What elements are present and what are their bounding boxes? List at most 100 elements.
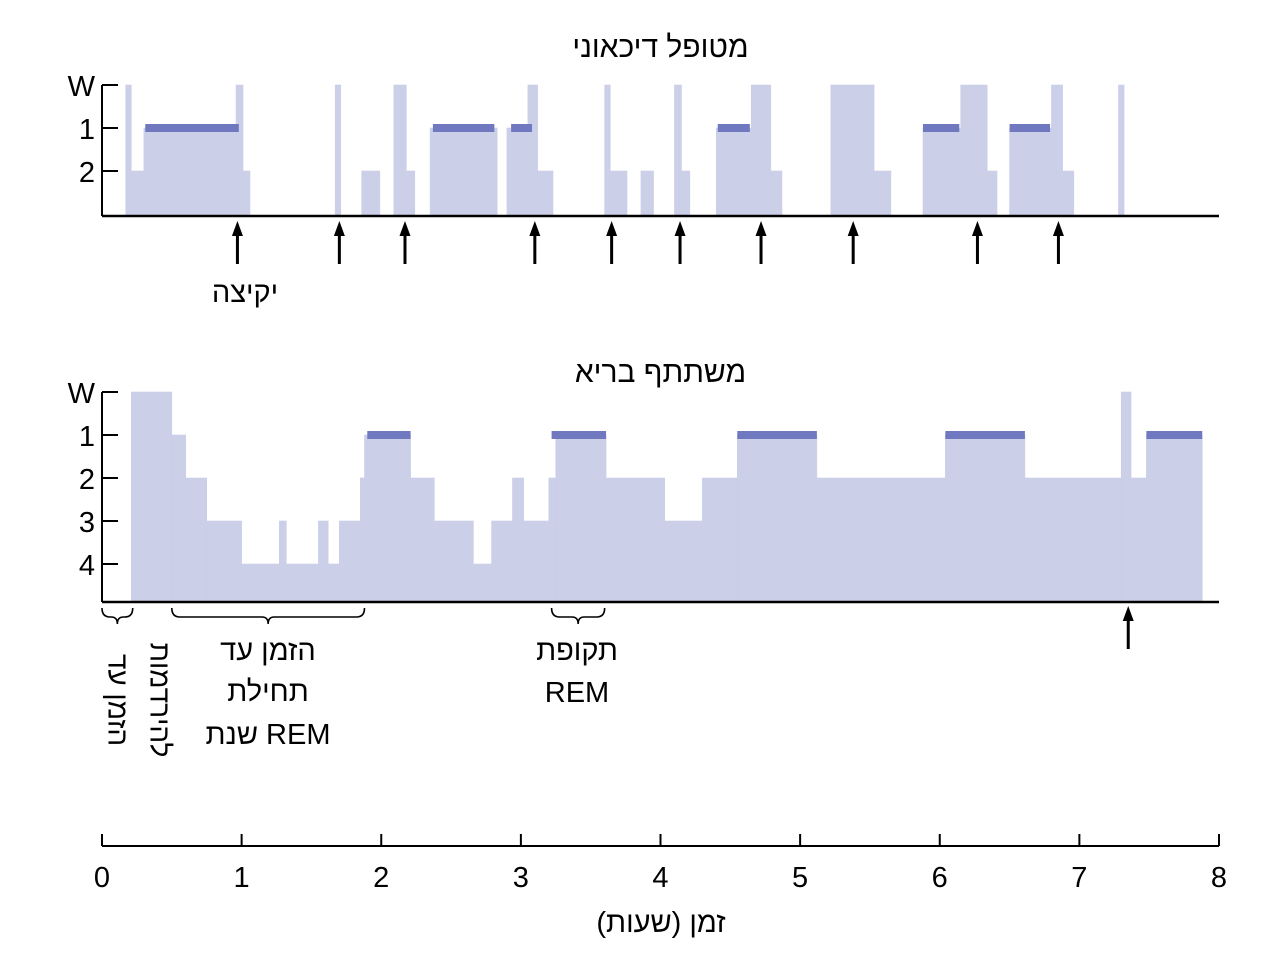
bracket-1-line-1: תחילת	[227, 676, 308, 708]
hypnogram-segment-0-17	[537, 170, 554, 217]
rem-bar-0-4	[922, 124, 960, 132]
hypnogram-segment-1-17	[523, 520, 550, 603]
hypnogram-segment-0-6	[334, 84, 342, 217]
wake-arrow-0-3	[529, 221, 541, 264]
hypnogram-segment-0-28	[750, 84, 772, 217]
wake-arrow-0-7	[847, 221, 859, 264]
hypnogram-segment-0-22	[640, 170, 654, 217]
x-tick-label-0: 0	[94, 862, 110, 894]
wake-arrow-1-0	[1122, 606, 1134, 649]
bracket-2	[550, 607, 606, 625]
hypnogram-segment-1-4	[241, 563, 280, 603]
hypnogram-segment-1-8	[327, 563, 340, 603]
hypnogram-segment-0-35	[960, 84, 988, 217]
x-tick-label-2: 2	[373, 862, 389, 894]
hypnogram-segment-0-20	[609, 170, 628, 217]
x-tick-label-1: 1	[234, 862, 250, 894]
wake-arrow-0-0	[231, 221, 243, 264]
bracket-1-line-0: הזמן עד	[220, 635, 316, 667]
rem-bar-1-3	[945, 431, 1025, 439]
hypnogram-segment-0-42	[1118, 84, 1125, 217]
hypnogram-segment-1-10	[360, 477, 365, 603]
hypnogram-segment-0-2	[143, 127, 237, 217]
hypnogram-segment-1-14	[473, 563, 492, 603]
hypnogram-segment-0-31	[830, 84, 875, 217]
hypnogram-segment-1-7	[318, 520, 329, 603]
rem-bar-0-5	[1009, 124, 1051, 132]
stage-label-1-4: 4	[79, 550, 95, 582]
hypnogram-segment-1-0	[131, 391, 173, 603]
wake-annotation: יקיצה	[212, 277, 278, 309]
hypnogram-segment-0-1	[131, 170, 145, 217]
hypnogram-segment-1-23	[736, 434, 818, 603]
hypnogram-segment-1-9	[339, 520, 361, 603]
bracket-0	[101, 607, 134, 625]
hypnogram-segment-0-38	[1009, 127, 1052, 217]
hypnogram-segment-1-20	[605, 477, 665, 603]
hypnogram-segment-0-40	[1062, 170, 1075, 217]
hypnogram-segment-1-21	[664, 520, 703, 603]
stage-label-0-0: W	[68, 71, 96, 103]
rem-bar-0-3	[717, 124, 750, 132]
wake-arrow-0-2	[399, 221, 411, 264]
hypnogram-segment-0-16	[527, 84, 538, 217]
bracket-1	[171, 607, 366, 625]
x-axis-label: זמן (שעות)	[596, 907, 725, 939]
rem-bar-1-4	[1146, 431, 1203, 439]
hypnogram-segment-1-18	[548, 477, 557, 603]
hypnogram-segment-0-39	[1051, 84, 1063, 217]
hypnogram-segment-1-19	[555, 434, 607, 603]
hypnogram-segment-1-29	[1146, 434, 1203, 603]
bracket-2-line-1: REM	[545, 677, 609, 709]
bracket-1-line-2: שנת REM	[206, 719, 331, 751]
hypnogram-segment-1-24	[816, 477, 946, 603]
hypnogram-segment-1-6	[286, 563, 319, 603]
hypnogram-segment-0-24	[674, 84, 682, 217]
hypnogram-segment-1-27	[1120, 391, 1132, 603]
hypnogram-segment-1-26	[1024, 477, 1122, 603]
x-tick-label-7: 7	[1071, 862, 1087, 894]
hypnogram-segment-0-3	[235, 84, 244, 217]
hypnogram-segment-0-25	[681, 170, 691, 217]
hypnogram-segment-1-15	[491, 520, 513, 603]
wake-arrow-0-8	[971, 221, 983, 264]
chart-title-1: משתתף בריא	[575, 356, 746, 389]
hypnogram-segment-1-5	[279, 520, 287, 603]
rem-bar-0-1	[432, 124, 495, 132]
hypnogram-segment-1-3	[206, 520, 242, 603]
hypnogram-segment-1-11	[364, 434, 411, 603]
stage-label-0-2: 2	[79, 157, 95, 189]
rem-bar-0-0	[145, 124, 239, 132]
wake-arrow-0-9	[1052, 221, 1064, 264]
hypnogram-segment-0-34	[922, 127, 961, 217]
chart-title-0: מטופל דיכאוני	[572, 31, 748, 64]
bracket-2-line-0: תקופת	[536, 635, 618, 667]
hypnogram-segment-0-4	[242, 170, 251, 217]
hypnogram-segment-1-22	[702, 477, 738, 603]
x-tick-label-6: 6	[932, 862, 948, 894]
bracket-0-line-0: הזמן עד	[103, 654, 134, 746]
rem-bar-1-1	[551, 431, 607, 439]
hypnogram-segment-1-28	[1130, 477, 1147, 603]
x-tick-label-3: 3	[513, 862, 529, 894]
hypnogram-segment-0-27	[716, 127, 752, 217]
hypnogram-segment-0-19	[604, 84, 611, 217]
hypnogram-segment-1-1	[171, 434, 187, 603]
hypnogram-segment-1-13	[434, 520, 474, 603]
stage-label-1-0: W	[68, 378, 96, 410]
hypnogram-segment-1-25	[945, 434, 1026, 603]
stage-label-1-1: 1	[79, 421, 95, 453]
hypnogram-segment-0-10	[393, 84, 407, 217]
bracket-0-line-1: להירדמות	[145, 643, 176, 758]
wake-arrow-0-5	[674, 221, 686, 264]
hypnogram-segment-0-8	[361, 170, 381, 217]
hypnogram-segment-1-2	[185, 477, 208, 603]
wake-arrow-0-1	[333, 221, 345, 264]
x-tick-label-8: 8	[1211, 862, 1227, 894]
hypnogram-segment-0-29	[770, 170, 783, 217]
rem-bar-0-2	[511, 124, 533, 132]
hypnogram-segment-0-0	[125, 84, 132, 217]
hypnogram-segment-0-11	[406, 170, 416, 217]
wake-arrow-0-4	[606, 221, 618, 264]
